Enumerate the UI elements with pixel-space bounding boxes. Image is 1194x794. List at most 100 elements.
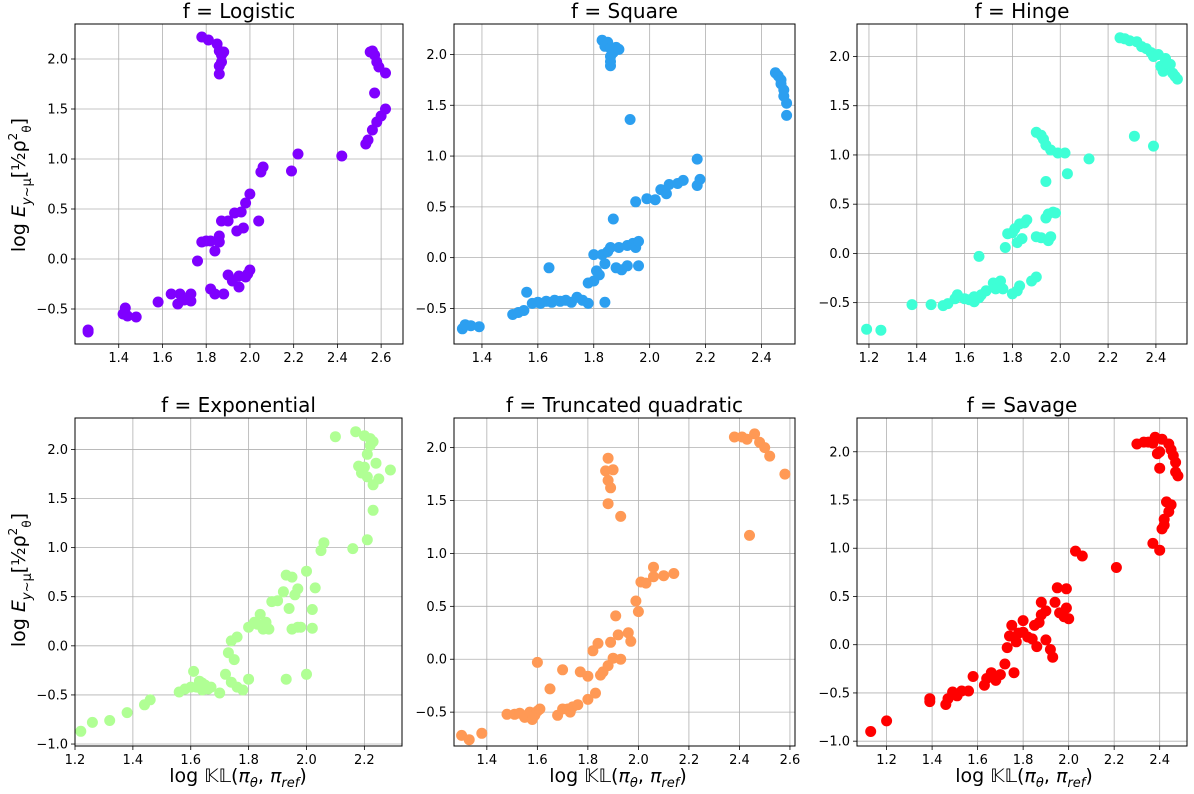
y-tick-label: 1.0: [829, 148, 850, 163]
data-point: [744, 529, 755, 541]
data-point: [759, 442, 771, 454]
data-point: [237, 222, 249, 234]
data-point: [286, 165, 297, 177]
data-point: [361, 534, 373, 546]
data-point: [534, 703, 546, 715]
data-point: [1017, 615, 1029, 627]
x-tick-label: 1.6: [967, 753, 988, 768]
y-tick-label: −0.5: [818, 296, 850, 311]
x-axis-label-3: log 𝕂𝕃(πθ, πref): [955, 765, 1092, 791]
data-point: [582, 297, 594, 309]
data-point: [237, 684, 249, 696]
y-tick-label: 0.5: [47, 590, 68, 605]
y-tick-label: 0.0: [426, 653, 447, 668]
y-tick-label: 2.0: [426, 48, 447, 63]
y-tick-label: 1.5: [426, 99, 447, 114]
data-point: [306, 604, 318, 615]
data-point: [663, 179, 675, 190]
x-tick-label: 1.8: [196, 351, 217, 366]
data-point: [881, 715, 893, 727]
y-tick-label: 0.0: [829, 638, 850, 653]
data-point: [994, 669, 1006, 681]
data-point: [209, 288, 221, 300]
data-point: [240, 197, 252, 209]
data-point: [254, 608, 266, 620]
data-point: [220, 668, 231, 680]
y-tick-label: 0.5: [829, 590, 850, 605]
data-point: [309, 582, 321, 594]
data-point: [1154, 544, 1166, 556]
subplot-4: 1.2 1.4 1.6 1.8 2.0 2.2 −1.0 −0.5 0.0 0.5 1.0 1.5 2.…: [36, 393, 403, 768]
data-point: [588, 249, 600, 261]
x-tick-label: 2.4: [1149, 753, 1170, 768]
x-tick-label: 1.2: [859, 351, 880, 366]
data-point: [1008, 667, 1020, 679]
data-point: [244, 264, 256, 276]
y-tick-label: 1.0: [829, 542, 850, 557]
x-tick-label: 2.0: [296, 753, 317, 768]
y-tick-label: −0.5: [415, 302, 447, 317]
y-tick-label: 2.0: [426, 441, 447, 456]
data-point: [1031, 641, 1043, 653]
data-point: [1049, 596, 1061, 608]
data-point: [641, 193, 653, 205]
data-point: [1061, 168, 1073, 180]
x-tick-label: 2.2: [354, 753, 375, 768]
y-tick-label: 1.5: [426, 494, 447, 509]
data-point: [228, 654, 240, 666]
data-point: [144, 694, 156, 706]
x-tick-label: 1.8: [578, 753, 599, 768]
data-point: [356, 467, 367, 479]
y-tick-label: −0.5: [818, 686, 850, 701]
data-point: [277, 586, 289, 598]
data-point: [518, 305, 530, 316]
data-point: [633, 260, 644, 272]
data-point: [613, 43, 625, 55]
x-tick-label: 2.6: [780, 753, 801, 768]
data-point: [202, 34, 214, 46]
data-point: [380, 67, 391, 79]
data-point: [501, 708, 513, 720]
y-tick-label: 1.5: [829, 494, 850, 509]
data-point: [1030, 271, 1042, 283]
x-tick-label: 1.4: [123, 753, 144, 768]
data-point: [384, 464, 396, 476]
subplot-5: 1.4 1.6 1.8 2.0 2.2 2.4 2.6 −0.5 0.0 0.5 1.0 1.5 2.0…: [415, 393, 800, 768]
data-point: [1165, 499, 1177, 511]
data-point: [1014, 280, 1026, 292]
y-tick-label: −0.5: [36, 303, 68, 318]
data-point: [875, 324, 887, 336]
data-point: [602, 452, 614, 464]
y-tick-label: 1.5: [47, 103, 68, 118]
data-point: [286, 571, 298, 583]
y-tick-label: −1.0: [818, 735, 850, 750]
data-point: [543, 262, 555, 274]
data-point: [301, 668, 312, 680]
data-point: [694, 173, 706, 185]
data-point: [1001, 642, 1013, 654]
axes-frame: [74, 23, 404, 345]
x-tick-label: 1.6: [152, 351, 173, 366]
data-point: [231, 631, 243, 643]
data-point: [531, 656, 543, 668]
data-point: [283, 603, 295, 614]
data-point: [865, 726, 877, 737]
data-point: [781, 97, 793, 109]
x-tick-label: 2.2: [695, 351, 716, 366]
data-point: [122, 310, 133, 322]
x-tick-label: 1.4: [108, 351, 129, 366]
data-point: [602, 498, 614, 510]
data-point: [599, 296, 611, 308]
data-point: [1006, 619, 1018, 631]
data-point: [781, 109, 793, 121]
x-tick-label: 1.6: [180, 753, 201, 768]
data-point: [999, 658, 1011, 670]
y-tick-label: 2.0: [47, 53, 68, 68]
data-point: [630, 595, 642, 607]
data-point: [997, 283, 1009, 295]
data-point: [610, 610, 622, 622]
y-tick-label: 2.0: [47, 443, 68, 458]
y-tick-label: 2.0: [829, 445, 850, 460]
data-point: [1170, 456, 1182, 468]
data-point: [622, 627, 634, 639]
